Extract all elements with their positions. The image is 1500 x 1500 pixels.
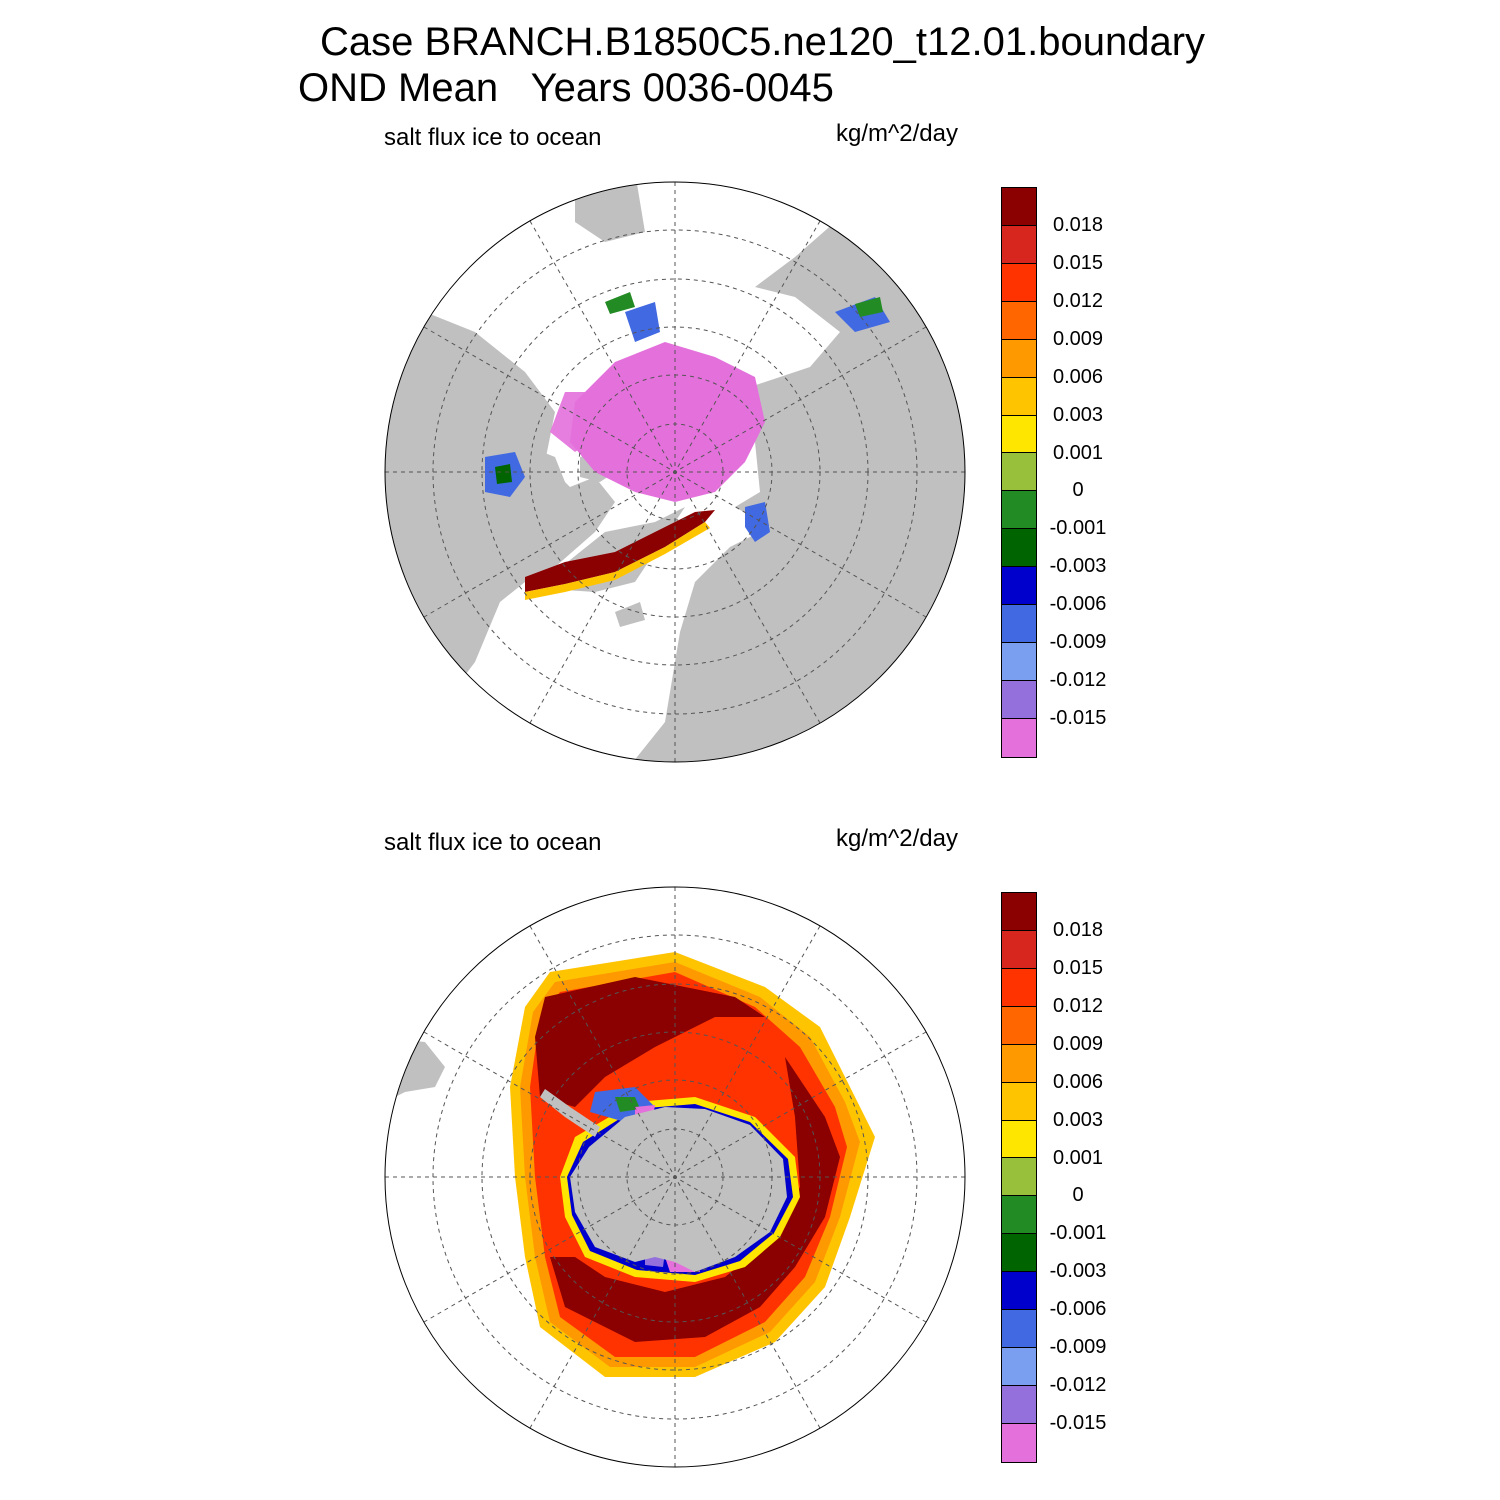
- north-colorbar: [1001, 187, 1037, 758]
- south-colorbar-tick-label: 0.001: [1052, 1146, 1104, 1169]
- south-colorbar-swatch: [1002, 1348, 1036, 1386]
- north-colorbar-swatch: [1002, 339, 1036, 378]
- south-colorbar-swatch: [1002, 1158, 1036, 1197]
- south-colorbar-tick-label: -0.001: [1049, 1222, 1107, 1245]
- north-colorbar-swatch: [1002, 529, 1036, 568]
- north-colorbar-swatch: [1002, 718, 1036, 757]
- south-colorbar-swatch: [1002, 1006, 1036, 1045]
- south-colorbar-tick-label: -0.006: [1049, 1298, 1107, 1321]
- south-colorbar-swatch: [1002, 893, 1036, 931]
- north-colorbar-tick-label: 0: [1072, 479, 1084, 502]
- south-colorbar-swatch: [1002, 1234, 1036, 1273]
- north-colorbar-tick-label: -0.006: [1049, 593, 1107, 616]
- south-colorbar: [1001, 892, 1037, 1463]
- north-colorbar-tick-label: 0.012: [1052, 289, 1104, 312]
- north-panel-variable-label: salt flux ice to ocean: [384, 124, 602, 151]
- north-colorbar-swatch: [1002, 680, 1036, 719]
- north-colorbar-tick-label: 0.006: [1052, 365, 1104, 388]
- south-polar-map: [384, 886, 966, 1468]
- south-colorbar-swatch: [1002, 1196, 1036, 1235]
- south-graticule: [385, 887, 965, 1467]
- figure-title-line2: OND Mean Years 0036-0045: [298, 66, 834, 110]
- north-colorbar-swatch: [1002, 453, 1036, 492]
- north-colorbar-tick-label: -0.009: [1049, 631, 1107, 654]
- south-colorbar-tick-label: 0.009: [1052, 1032, 1104, 1055]
- north-colorbar-swatch: [1002, 567, 1036, 606]
- south-colorbar-tick-label: -0.009: [1049, 1336, 1107, 1359]
- north-colorbar-swatch: [1002, 491, 1036, 530]
- south-colorbar-swatch: [1002, 1423, 1036, 1462]
- south-panel-variable-label: salt flux ice to ocean: [384, 829, 602, 856]
- south-colorbar-tick-label: -0.015: [1049, 1412, 1107, 1435]
- north-colorbar-swatch: [1002, 643, 1036, 681]
- south-colorbar-swatch: [1002, 1044, 1036, 1083]
- north-colorbar-tick-label: 0.015: [1052, 251, 1104, 274]
- figure-title-line1: Case BRANCH.B1850C5.ne120_t12.01.boundar…: [320, 20, 1206, 64]
- south-map-border: [384, 886, 966, 1468]
- north-graticule: [385, 182, 965, 762]
- north-colorbar-swatch: [1002, 225, 1036, 264]
- north-panel-units-label: kg/m^2/day: [836, 120, 958, 147]
- north-colorbar-swatch: [1002, 605, 1036, 644]
- south-colorbar-tick-label: -0.012: [1049, 1374, 1107, 1397]
- north-sea-ice-field: [485, 292, 890, 600]
- north-colorbar-tick-label: -0.003: [1049, 555, 1107, 578]
- south-colorbar-swatch: [1002, 1120, 1036, 1159]
- north-colorbar-swatch: [1002, 415, 1036, 454]
- south-colorbar-swatch: [1002, 1385, 1036, 1424]
- south-colorbar-tick-label: 0.015: [1052, 956, 1104, 979]
- north-colorbar-tick-label: 0.001: [1052, 441, 1104, 464]
- south-colorbar-swatch: [1002, 930, 1036, 969]
- north-colorbar-tick-label: 0.018: [1052, 213, 1104, 236]
- south-colorbar-swatch: [1002, 1310, 1036, 1349]
- south-colorbar-tick-label: 0.003: [1052, 1108, 1104, 1131]
- north-colorbar-swatch: [1002, 263, 1036, 302]
- north-colorbar-tick-label: 0.009: [1052, 327, 1104, 350]
- north-colorbar-tick-label: -0.012: [1049, 669, 1107, 692]
- north-colorbar-tick-label: -0.015: [1049, 707, 1107, 730]
- north-colorbar-swatch: [1002, 301, 1036, 340]
- north-colorbar-tick-label: -0.001: [1049, 517, 1107, 540]
- south-colorbar-tick-label: -0.003: [1049, 1260, 1107, 1283]
- north-colorbar-labels: 0.018 0.015 0.012 0.009 0.006 0.003 0.001 0 -0.0…: [1040, 187, 1120, 756]
- south-colorbar-tick-label: 0.012: [1052, 994, 1104, 1017]
- south-panel-units-label: kg/m^2/day: [836, 825, 958, 852]
- north-colorbar-tick-label: 0.003: [1052, 403, 1104, 426]
- south-colorbar-labels: 0.018 0.015 0.012 0.009 0.006 0.003 0.001 0 -0.0…: [1040, 892, 1120, 1461]
- north-map-border: [384, 181, 966, 763]
- north-colorbar-swatch: [1002, 188, 1036, 226]
- south-colorbar-tick-label: 0.006: [1052, 1070, 1104, 1093]
- south-colorbar-swatch: [1002, 1082, 1036, 1121]
- north-colorbar-swatch: [1002, 377, 1036, 416]
- south-colorbar-swatch: [1002, 1272, 1036, 1311]
- south-colorbar-tick-label: 0: [1072, 1184, 1084, 1207]
- north-polar-map: [384, 181, 966, 763]
- south-colorbar-swatch: [1002, 968, 1036, 1007]
- south-colorbar-tick-label: 0.018: [1052, 918, 1104, 941]
